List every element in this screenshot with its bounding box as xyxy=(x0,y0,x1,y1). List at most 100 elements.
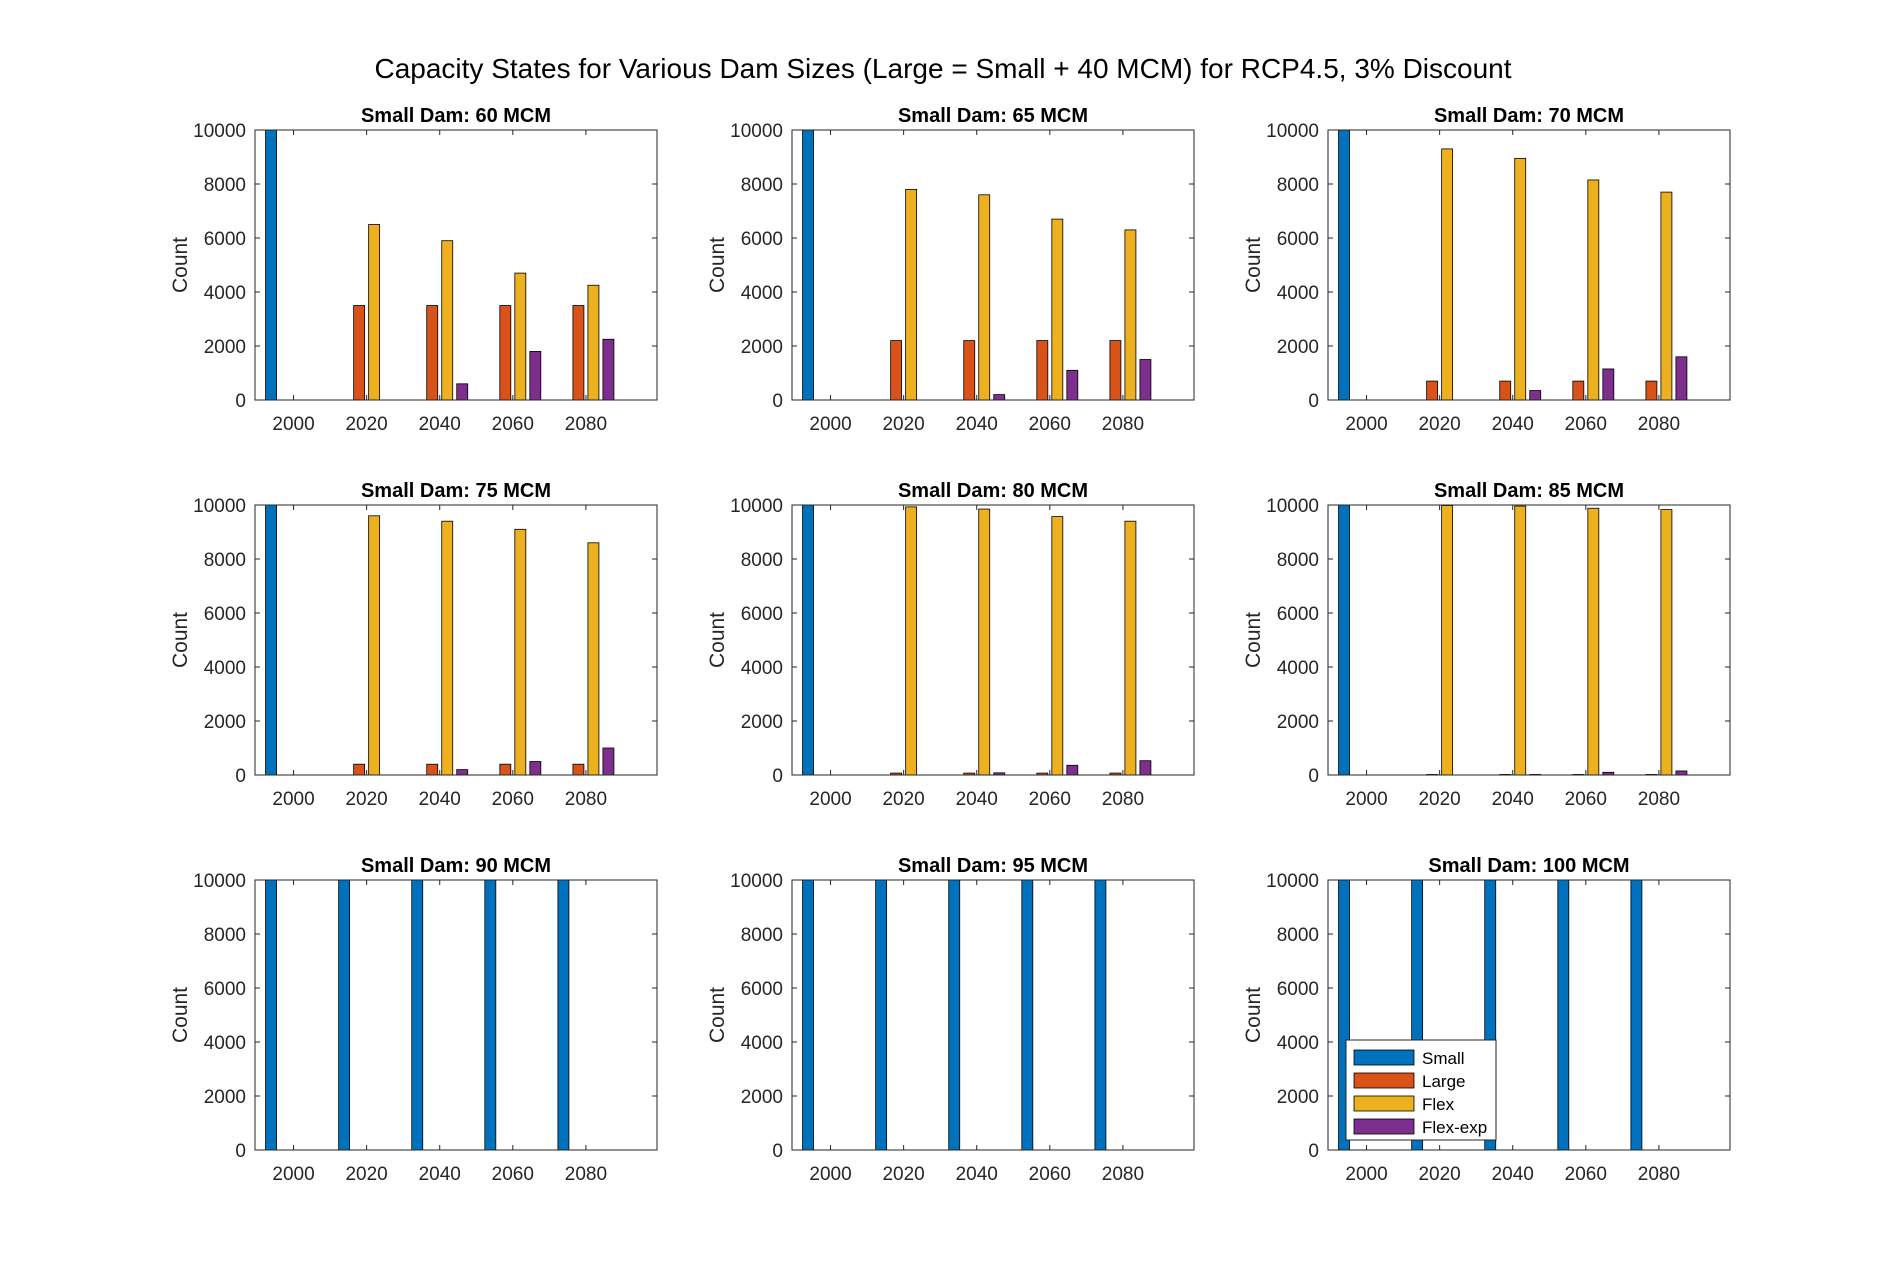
bar-flex-exp-2060 xyxy=(529,761,542,776)
x-tick-label: 2040 xyxy=(1492,789,1534,810)
y-tick-label: 6000 xyxy=(741,229,783,250)
y-tick-label: 8000 xyxy=(204,550,246,571)
x-tick-label: 2060 xyxy=(1565,1164,1607,1185)
x-tick-label: 2040 xyxy=(956,1164,998,1185)
x-tick-label: 2000 xyxy=(809,414,851,435)
y-tick-label: 6000 xyxy=(204,604,246,625)
y-tick-label: 4000 xyxy=(1277,658,1319,679)
bar-flex-2060 xyxy=(514,528,527,776)
subplot-title: Small Dam: 90 MCM xyxy=(361,855,551,877)
subplot-title: Small Dam: 80 MCM xyxy=(898,480,1088,502)
x-tick-label: 2000 xyxy=(272,414,314,435)
y-axis-label: Count xyxy=(706,987,729,1043)
bar-large-2020 xyxy=(1426,380,1439,401)
bar-flex-exp-2060 xyxy=(1602,368,1615,401)
x-tick-label: 2000 xyxy=(809,789,851,810)
y-tick-label: 0 xyxy=(235,391,246,412)
y-axis-label: Count xyxy=(169,987,192,1043)
axes-frame xyxy=(791,879,1195,1151)
bar-large-2060 xyxy=(499,305,512,401)
legend-label: Large xyxy=(1422,1072,1465,1091)
y-tick-label: 2000 xyxy=(741,337,783,358)
y-tick-label: 6000 xyxy=(741,604,783,625)
y-tick-label: 8000 xyxy=(1277,175,1319,196)
x-tick-label: 2080 xyxy=(565,789,607,810)
y-tick-label: 0 xyxy=(1308,766,1319,787)
bar-flex-2040 xyxy=(978,508,991,776)
bar-flex-2080 xyxy=(1124,229,1137,401)
x-tick-label: 2020 xyxy=(1418,414,1460,435)
y-tick-label: 4000 xyxy=(204,283,246,304)
y-tick-label: 4000 xyxy=(204,658,246,679)
y-tick-label: 0 xyxy=(1308,391,1319,412)
bar-small-2060 xyxy=(1021,879,1034,1151)
x-tick-label: 2060 xyxy=(492,789,534,810)
bar-flex-2020 xyxy=(368,515,381,776)
y-axis-label: Count xyxy=(706,237,729,293)
y-tick-label: 6000 xyxy=(1277,979,1319,1000)
y-tick-label: 8000 xyxy=(1277,550,1319,571)
subplot-1: 0 2000 4000 6000 8000 10000 2000 2020 2040 2060 20… xyxy=(169,105,658,435)
axes-box xyxy=(791,879,1195,1151)
x-tick-label: 2020 xyxy=(345,414,387,435)
bar-large-2040 xyxy=(1499,380,1512,401)
legend-swatch-flex xyxy=(1353,1095,1415,1112)
subplot-title: Small Dam: 60 MCM xyxy=(361,105,551,127)
bar-flex-2080 xyxy=(587,542,600,776)
y-axis-label: Count xyxy=(1242,237,1265,293)
x-tick-label: 2080 xyxy=(1638,789,1680,810)
x-tick-label: 2040 xyxy=(956,414,998,435)
bar-large-2080 xyxy=(572,763,585,776)
bar-flex-2040 xyxy=(1514,157,1527,401)
x-tick-label: 2020 xyxy=(882,1164,924,1185)
legend-swatch-flex-exp xyxy=(1353,1118,1415,1135)
bar-flex-2020 xyxy=(905,506,918,776)
bar-small-2060 xyxy=(484,879,497,1151)
x-tick-label: 2040 xyxy=(956,789,998,810)
legend-label: Flex xyxy=(1422,1095,1455,1114)
bar-flex-exp-2040 xyxy=(456,383,469,401)
y-tick-label: 8000 xyxy=(741,550,783,571)
x-tick-label: 2000 xyxy=(1345,789,1387,810)
x-tick-label: 2000 xyxy=(272,789,314,810)
y-tick-label: 6000 xyxy=(1277,604,1319,625)
subplot-title: Small Dam: 85 MCM xyxy=(1434,480,1624,502)
y-tick-label: 8000 xyxy=(204,925,246,946)
bar-small-2000 xyxy=(802,504,814,776)
bar-flex-exp-2040 xyxy=(1529,390,1542,401)
x-tick-label: 2040 xyxy=(419,1164,461,1185)
axes-box xyxy=(254,879,658,1151)
x-tick-label: 2040 xyxy=(1492,1164,1534,1185)
x-tick-label: 2080 xyxy=(565,414,607,435)
bar-flex-2020 xyxy=(1441,505,1454,776)
subplot-7: 0 2000 4000 6000 8000 10000 2000 2020 2040 2060 20… xyxy=(169,855,658,1185)
y-tick-label: 6000 xyxy=(204,229,246,250)
x-tick-label: 2040 xyxy=(419,414,461,435)
legend-swatch-large xyxy=(1353,1072,1415,1089)
bar-flex-2080 xyxy=(1124,520,1137,776)
y-tick-label: 4000 xyxy=(204,1033,246,1054)
x-tick-label: 2020 xyxy=(882,414,924,435)
axes-frame xyxy=(1327,129,1731,401)
legend-label: Flex-exp xyxy=(1422,1118,1487,1137)
y-tick-label: 6000 xyxy=(1277,229,1319,250)
y-tick-label: 2000 xyxy=(741,1087,783,1108)
bar-small-2080 xyxy=(1094,879,1107,1151)
bar-flex-2040 xyxy=(978,194,991,401)
x-tick-label: 2020 xyxy=(345,1164,387,1185)
x-tick-label: 2000 xyxy=(809,1164,851,1185)
x-tick-label: 2080 xyxy=(565,1164,607,1185)
y-tick-label: 10000 xyxy=(1266,871,1319,892)
y-tick-label: 10000 xyxy=(1266,496,1319,517)
y-tick-label: 8000 xyxy=(204,175,246,196)
y-tick-label: 10000 xyxy=(730,496,783,517)
subplot-title: Small Dam: 100 MCM xyxy=(1428,855,1629,877)
y-tick-label: 8000 xyxy=(1277,925,1319,946)
y-tick-label: 4000 xyxy=(741,1033,783,1054)
bar-flex-2020 xyxy=(1441,148,1454,401)
bar-flex-2040 xyxy=(1514,505,1527,776)
x-tick-label: 2040 xyxy=(1492,414,1534,435)
y-axis-label: Count xyxy=(706,612,729,668)
y-tick-label: 0 xyxy=(1308,1141,1319,1162)
